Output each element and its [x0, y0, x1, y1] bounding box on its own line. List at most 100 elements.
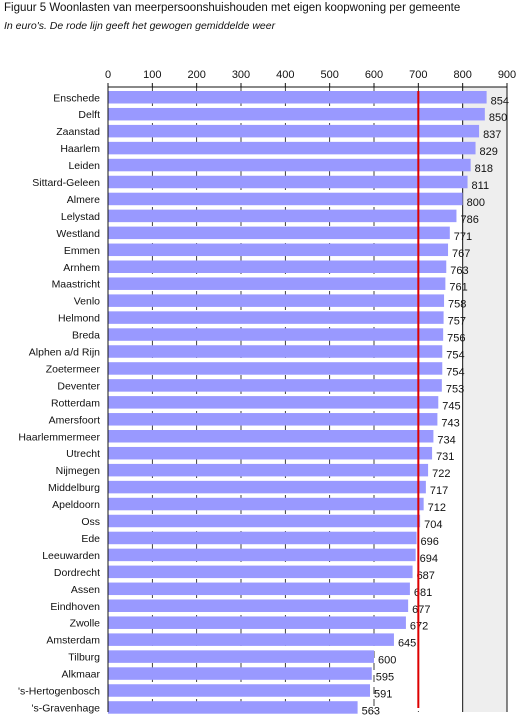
bar-16	[108, 362, 443, 375]
value-label: 677	[412, 604, 430, 616]
bar-25	[108, 514, 421, 528]
category-label: Amersfoort	[49, 414, 100, 426]
value-label: 717	[430, 485, 448, 497]
bar-17	[108, 379, 442, 392]
bar-1	[108, 107, 485, 121]
category-label: 's-Gravenhage	[31, 702, 100, 714]
value-label: 694	[420, 553, 438, 565]
bar-28	[108, 565, 413, 579]
value-label: 591	[374, 689, 392, 701]
category-label: Westland	[56, 228, 100, 240]
category-label: Alphen a/d Rijn	[29, 347, 100, 359]
value-label: 722	[432, 468, 450, 480]
bar-6	[108, 192, 463, 206]
bar-24	[108, 497, 424, 511]
value-label: 645	[398, 638, 416, 650]
bar-9	[108, 243, 449, 257]
category-label: Rotterdam	[51, 397, 100, 409]
category-label: Sittard-Geleen	[32, 177, 100, 189]
category-label: Delft	[78, 109, 100, 121]
category-label: Haarlem	[60, 143, 100, 155]
value-label: 754	[446, 366, 464, 378]
bar-14	[108, 328, 444, 341]
bar-34	[108, 667, 372, 680]
bar-19	[108, 413, 438, 426]
category-label: Zwolle	[70, 618, 101, 630]
value-label: 687	[417, 570, 435, 582]
x-tick-label: 500	[320, 69, 338, 81]
bar-29	[108, 582, 410, 596]
bar-27	[108, 548, 416, 562]
value-label: 745	[442, 400, 460, 412]
value-label: 786	[460, 214, 478, 226]
value-label: 771	[454, 231, 472, 243]
category-label: Lelystad	[61, 211, 100, 223]
value-label: 854	[491, 95, 509, 107]
value-label: 600	[378, 655, 396, 667]
category-label: Middelburg	[48, 482, 100, 494]
bar-4	[108, 158, 471, 172]
value-label: 800	[467, 197, 485, 209]
bar-18	[108, 396, 439, 409]
category-label: Tilburg	[68, 652, 100, 664]
bar-31	[108, 616, 406, 629]
category-label: Utrecht	[66, 448, 100, 460]
bars	[108, 91, 487, 714]
category-label: Haarlemmermeer	[18, 431, 100, 443]
bar-30	[108, 599, 409, 612]
category-label: Breda	[72, 330, 100, 342]
shaded-band	[462, 87, 507, 712]
bar-22	[108, 463, 429, 477]
bar-33	[108, 650, 374, 663]
bar-3	[108, 141, 476, 155]
bar-32	[108, 633, 394, 646]
x-tick-label: 700	[409, 69, 427, 81]
value-label: 818	[475, 163, 493, 175]
x-tick-label: 100	[143, 69, 161, 81]
bar-11	[108, 277, 446, 290]
value-label: 757	[448, 316, 466, 328]
bar-10	[108, 260, 447, 273]
value-label: 563	[362, 705, 380, 717]
bar-21	[108, 446, 433, 460]
value-label: 758	[448, 299, 466, 311]
bar-12	[108, 294, 445, 307]
value-label: 756	[447, 333, 465, 345]
category-label: Assen	[71, 584, 100, 596]
category-label: Ede	[81, 533, 100, 545]
x-tick-label: 300	[232, 69, 250, 81]
chart-title: Figuur 5 Woonlasten van meerpersoonshuis…	[4, 2, 461, 14]
category-label: Dordrecht	[54, 567, 100, 579]
value-label: 712	[428, 502, 446, 514]
x-tick-label: 0	[105, 69, 111, 81]
value-label: 731	[436, 451, 454, 463]
bar-5	[108, 175, 468, 189]
category-label: Oss	[81, 516, 100, 528]
bar-8	[108, 226, 450, 240]
value-label: 754	[446, 350, 464, 362]
category-label: Alkmaar	[61, 669, 100, 681]
category-label: Arnhem	[63, 262, 100, 274]
value-label: 595	[376, 672, 394, 684]
bar-13	[108, 311, 444, 324]
x-tick-label: 600	[365, 69, 383, 81]
bar-35	[108, 684, 371, 697]
value-label: 829	[480, 146, 498, 158]
value-label: 753	[446, 383, 464, 395]
bar-0	[108, 91, 487, 104]
value-label: 743	[441, 417, 459, 429]
bar-7	[108, 209, 457, 223]
category-label: Amsterdam	[46, 635, 100, 647]
x-tick-label: 400	[276, 69, 294, 81]
value-labels: 854 850 837 829 818 811 800 786 771 767 763 761 758 7…	[362, 95, 509, 717]
shaded-band-layer	[462, 87, 507, 712]
value-label: 850	[489, 112, 507, 124]
x-tick-label: 200	[187, 69, 205, 81]
category-label: Venlo	[74, 296, 100, 308]
bar-26	[108, 531, 417, 545]
category-label: Zaanstad	[56, 126, 100, 138]
chart-subtitle: In euro's. De rode lijn geeft het gewoge…	[4, 20, 276, 32]
category-label: Almere	[67, 194, 100, 206]
value-label: 763	[450, 265, 468, 277]
